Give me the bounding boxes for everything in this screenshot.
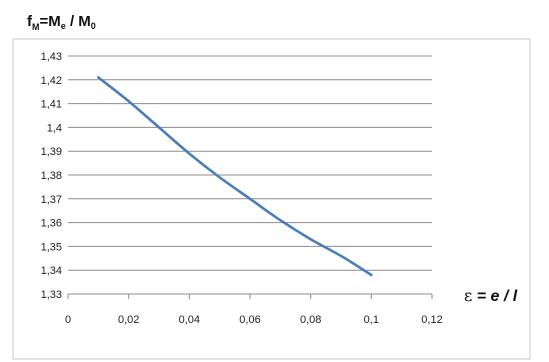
x-axis-title-slash: /	[499, 288, 512, 305]
y-tick-label: 1,34	[41, 265, 62, 277]
x-tick-label: 0,02	[118, 314, 139, 326]
y-axis-title-separator: / M	[66, 13, 91, 30]
y-axis-title-middle: =M	[40, 13, 61, 30]
y-axis-title: fM=Me / M0	[27, 13, 96, 32]
plot-border	[12, 38, 531, 360]
x-tick-label: 0,06	[239, 314, 260, 326]
series	[97, 76, 373, 277]
x-tick-label: 0,1	[364, 314, 379, 326]
x-axis-title-numerator: e	[491, 288, 500, 305]
x-tick-label: 0,04	[179, 314, 200, 326]
axes	[67, 293, 433, 299]
y-tick-label: 1,36	[41, 218, 62, 230]
x-axis-title-symbol: ε	[464, 286, 472, 305]
x-tick-label: 0,12	[421, 314, 442, 326]
x-axis-title-equals: =	[472, 288, 490, 305]
x-axis-title-denominator: l	[513, 288, 518, 305]
y-tick-label: 1,37	[41, 194, 62, 206]
series-line	[97, 76, 373, 277]
y-tick-label: 1,38	[41, 170, 62, 182]
y-tick-label: 1,35	[41, 241, 62, 253]
x-tick-label: 0	[65, 314, 71, 326]
y-tick-label: 1,33	[41, 289, 62, 301]
y-tick-labels: 1,33 1,34 1,35 1,36 1,37 1,38 1,39 1,4 1,41 1,42 1…	[41, 51, 62, 301]
y-axis-title-suffix-sub: 0	[91, 21, 96, 31]
y-axis-title-middle-sub: e	[61, 21, 66, 31]
y-tick-label: 1,42	[41, 75, 62, 87]
x-tick-label: 0,08	[300, 314, 321, 326]
y-axis-title-prefix: f	[27, 13, 33, 30]
y-tick-label: 1,43	[41, 51, 62, 63]
y-tick-label: 1,41	[41, 99, 62, 111]
x-tick-labels: 0 0,02 0,04 0,06 0,08 0,1 0,12	[65, 314, 443, 326]
y-axis-title-prefix-sub: M	[32, 22, 40, 32]
grid	[68, 55, 432, 271]
y-tick-label: 1,39	[41, 146, 62, 158]
x-axis-title: ε = e / l	[464, 286, 518, 305]
y-tick-label: 1,4	[47, 122, 62, 134]
